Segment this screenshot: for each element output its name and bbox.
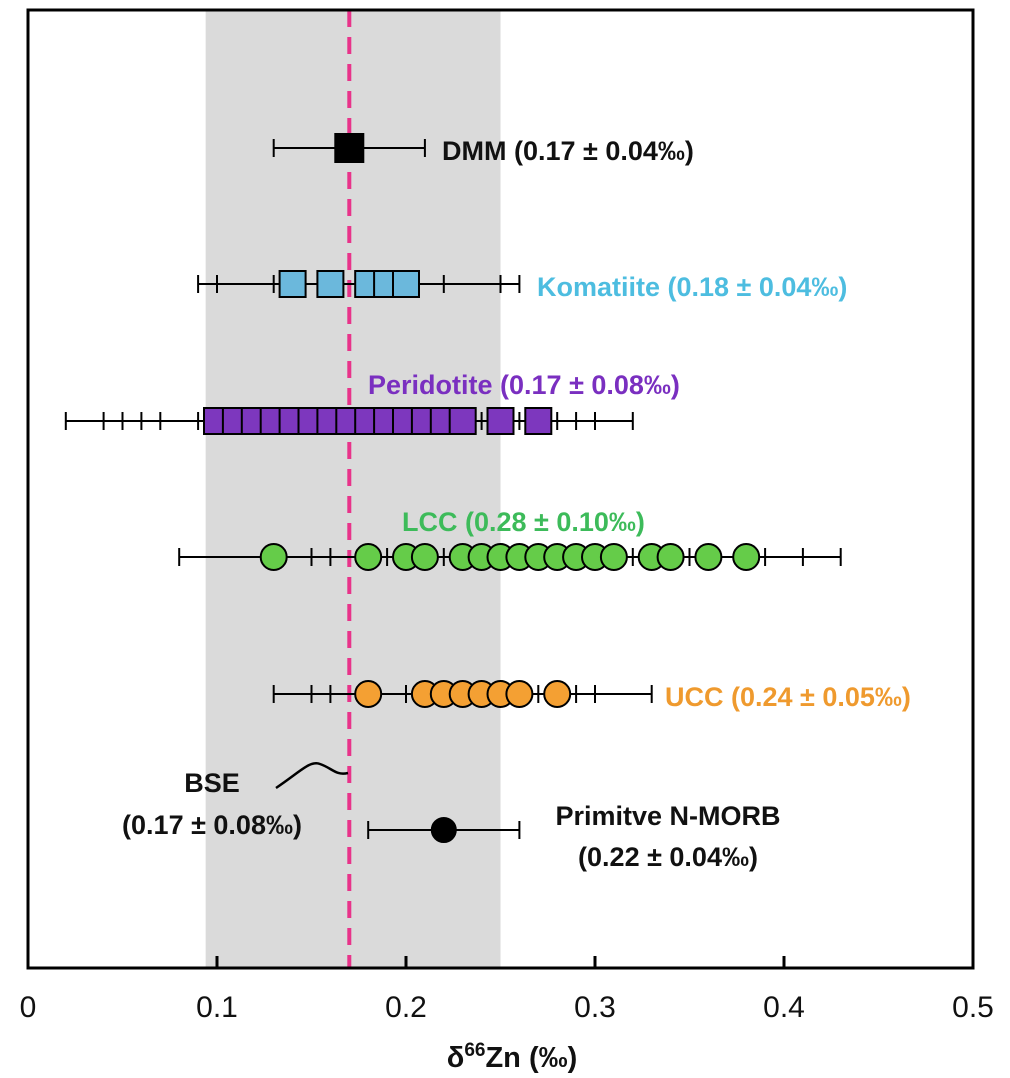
x-tick-label: 0 — [20, 991, 37, 1024]
data-point — [259, 543, 288, 571]
x-tick-label: 0.1 — [196, 991, 238, 1024]
plot-frame — [26, 8, 975, 970]
data-point — [392, 270, 420, 298]
x-tick-label: 0.2 — [385, 991, 427, 1024]
data-point — [599, 543, 628, 571]
data-point — [334, 133, 365, 163]
x-tick-label: 0.5 — [952, 991, 994, 1024]
x-axis-title-superscript: 66 — [464, 1040, 485, 1061]
series-label-ucc: UCC (0.24 ± 0.05‰) — [665, 682, 911, 712]
data-point — [316, 270, 345, 298]
data-point — [448, 407, 477, 435]
x-axis-title: δ66Zn (‰) — [447, 1040, 578, 1074]
data-point — [278, 270, 307, 298]
bse-label-line2: (0.17 ± 0.08‰) — [122, 810, 302, 840]
data-point — [354, 680, 383, 708]
bse-pointer-line — [275, 761, 349, 790]
x-axis-title-rest: Zn (‰) — [485, 1042, 577, 1074]
data-point — [354, 543, 383, 571]
series-primitve-n-morb — [367, 817, 521, 843]
data-point — [694, 543, 723, 571]
series-label-peridotite: Peridotite (0.17 ± 0.08‰) — [368, 370, 680, 400]
series-layer — [64, 133, 842, 843]
bse-label-line1: BSE — [184, 768, 240, 798]
x-axis-title-delta: δ — [447, 1042, 465, 1074]
bse-band-layer — [205, 10, 501, 968]
data-point — [524, 407, 553, 435]
series-peridotite — [64, 407, 634, 435]
series-ucc — [272, 680, 653, 708]
data-point — [505, 680, 534, 708]
series-dmm — [272, 133, 426, 163]
series-label-dmm: DMM (0.17 ± 0.04‰) — [442, 136, 694, 166]
axis-layer: 0 0.1 0.2 0.3 0.4 0.5 δ66Zn (‰) — [20, 8, 994, 1074]
data-point — [430, 817, 457, 843]
label-layer: DMM (0.17 ± 0.04‰) Komatiite (0.18 ± 0.04… — [122, 136, 911, 872]
data-point — [410, 543, 439, 571]
series-lcc — [178, 543, 842, 571]
data-point — [656, 543, 685, 571]
series-label-nmorb-line1: Primitve N-MORB — [555, 801, 780, 831]
series-label-komatiite: Komatiite (0.18 ± 0.04‰) — [537, 272, 847, 302]
series-label-lcc: LCC (0.28 ± 0.10‰) — [402, 507, 645, 537]
x-tick-label: 0.3 — [574, 991, 616, 1024]
series-label-nmorb-line2: (0.22 ± 0.04‰) — [578, 842, 758, 872]
data-point — [732, 543, 761, 571]
series-komatiite — [197, 270, 521, 298]
data-point — [543, 680, 572, 708]
bse-range-band — [205, 10, 501, 968]
data-point — [486, 407, 515, 435]
x-tick-label: 0.4 — [763, 991, 805, 1024]
